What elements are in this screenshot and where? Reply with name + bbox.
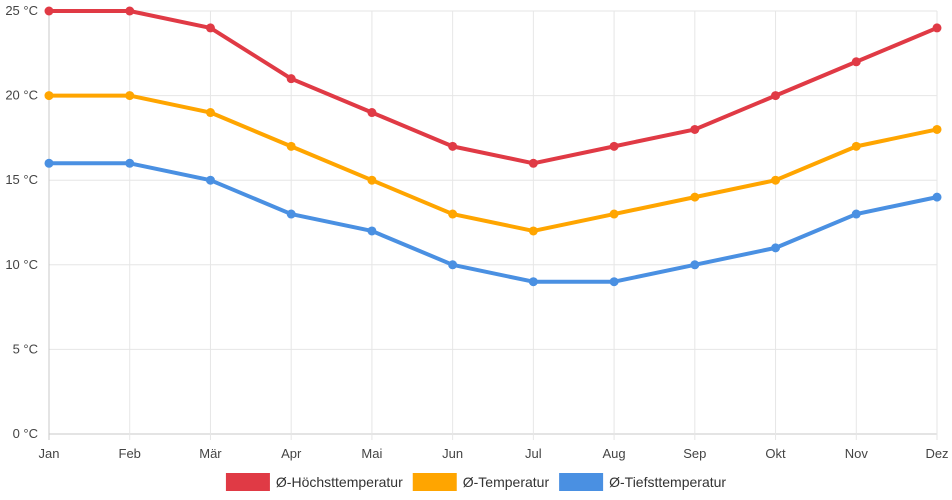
data-point[interactable] [932,23,942,33]
series-line [47,9,939,166]
grid [48,10,938,440]
data-point[interactable] [690,124,700,134]
y-tick-label: 10 °C [5,257,38,272]
y-tick-label: 0 °C [13,426,38,441]
x-tick-label: Okt [765,446,786,461]
legend-swatch [225,473,270,491]
x-tick-label: Jun [442,446,463,461]
data-point[interactable] [609,141,619,151]
data-point[interactable] [44,6,54,16]
x-tick-label: Sep [683,446,706,461]
legend-swatch [559,473,604,491]
x-tick-label: Mär [199,446,222,461]
data-point[interactable] [44,158,54,168]
data-point[interactable] [44,91,54,101]
data-point[interactable] [690,192,700,202]
data-point[interactable] [771,175,781,185]
data-point[interactable] [528,158,538,168]
x-tick-label: Jan [39,446,60,461]
x-tick-label: Mai [361,446,382,461]
legend-label: Ø-Höchsttemperatur [276,474,403,490]
legend-swatch [412,473,457,491]
legend-item[interactable]: Ø-Höchsttemperatur [225,473,403,491]
series-lines [44,6,942,287]
legend-item[interactable]: Ø-Tiefsttemperatur [559,473,726,491]
data-point[interactable] [851,57,861,67]
data-point[interactable] [367,226,377,236]
data-point[interactable] [771,243,781,253]
x-tick-label: Dez [925,446,948,461]
x-tick-label: Jul [525,446,542,461]
legend[interactable]: Ø-Höchsttemperatur Ø-Temperatur Ø-Tiefstte… [225,473,726,491]
x-tick-label: Feb [119,446,141,461]
data-point[interactable] [448,209,458,219]
data-point[interactable] [205,175,215,185]
data-point[interactable] [528,277,538,287]
data-point[interactable] [932,124,942,134]
data-point[interactable] [367,175,377,185]
legend-item[interactable]: Ø-Temperatur [412,473,550,491]
data-point[interactable] [609,209,619,219]
y-tick-label: 25 °C [5,3,38,18]
data-point[interactable] [125,91,135,101]
data-point[interactable] [851,209,861,219]
data-point[interactable] [690,260,700,270]
data-point[interactable] [125,6,135,16]
data-point[interactable] [851,141,861,151]
x-tick-label: Apr [281,446,302,461]
y-tick-label: 5 °C [13,341,38,356]
y-tick-label: 20 °C [5,88,38,103]
data-point[interactable] [528,226,538,236]
data-point[interactable] [286,74,296,84]
data-point[interactable] [205,23,215,33]
data-point[interactable] [367,108,377,118]
series-line [47,161,939,284]
y-tick-label: 15 °C [5,172,38,187]
data-point[interactable] [286,209,296,219]
series-line [47,93,939,233]
legend-label: Ø-Temperatur [463,474,550,490]
data-point[interactable] [932,192,942,202]
data-point[interactable] [125,158,135,168]
data-point[interactable] [771,91,781,101]
data-point[interactable] [448,141,458,151]
data-point[interactable] [448,260,458,270]
data-point[interactable] [286,141,296,151]
legend-label: Ø-Tiefsttemperatur [609,474,726,490]
x-tick-label: Aug [603,446,626,461]
data-point[interactable] [609,277,619,287]
data-point[interactable] [205,108,215,118]
axes: 0 °C 5 °C 10 °C 15 °C 20 °C 25 °C Jan Feb Mär Apr… [5,3,948,461]
x-tick-label: Nov [845,446,869,461]
